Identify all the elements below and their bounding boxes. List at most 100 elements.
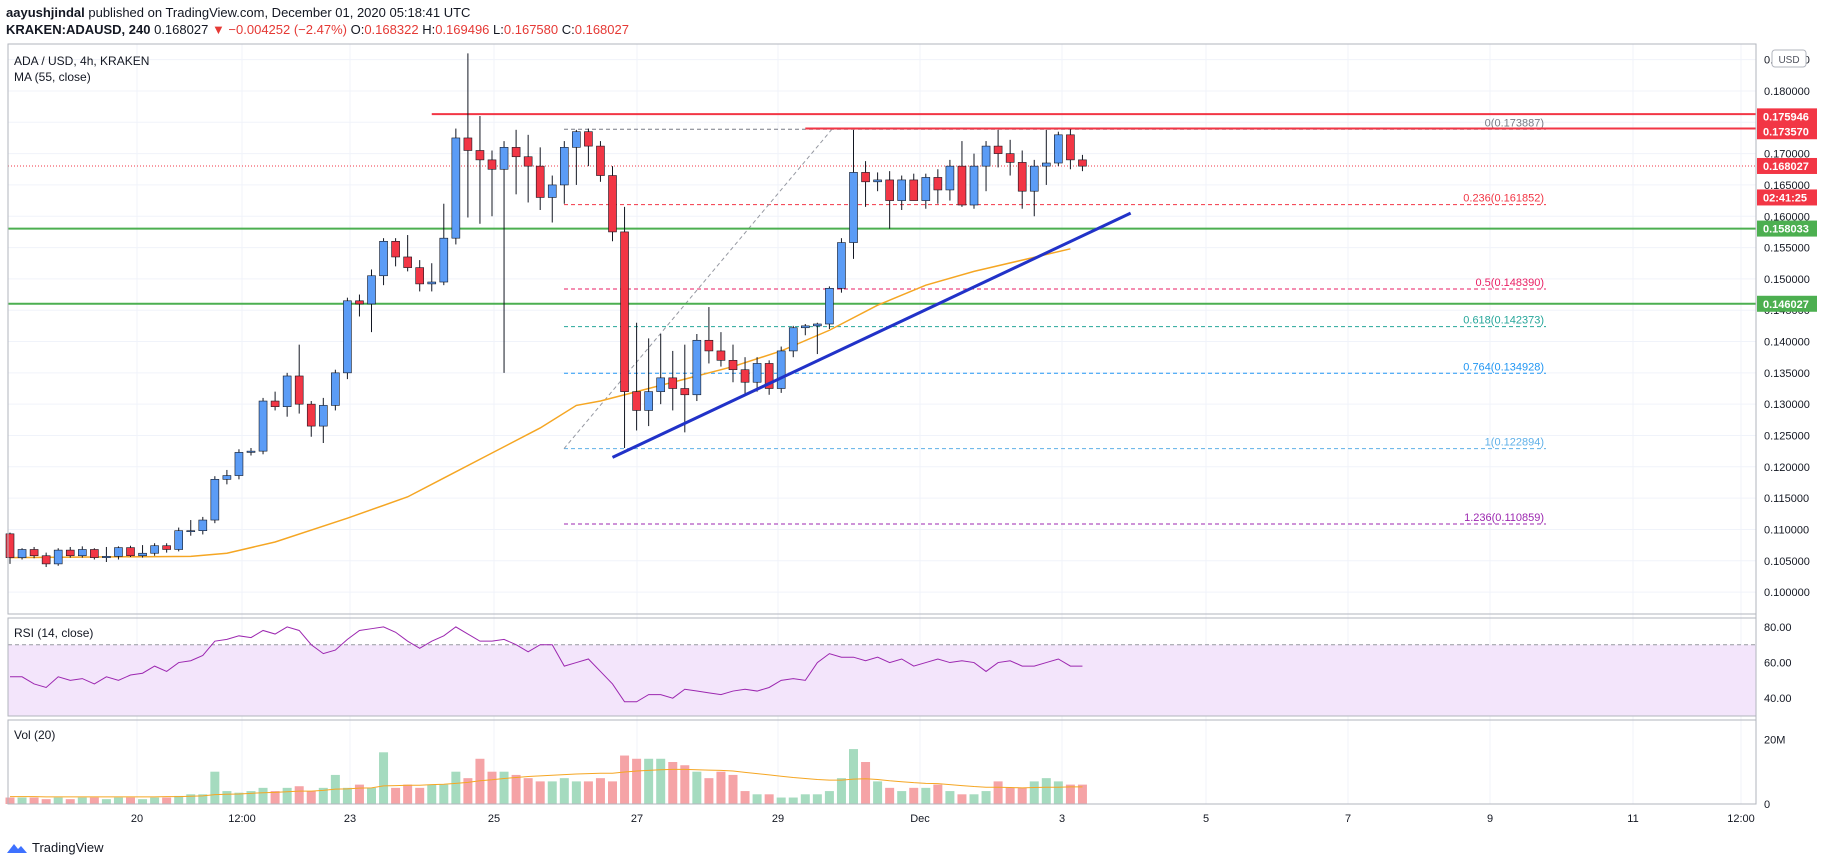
volume-bar bbox=[680, 765, 690, 804]
axis-price-tag-bg bbox=[1757, 220, 1817, 237]
fib-level-label: 0.236(0.161852) bbox=[1463, 193, 1544, 205]
axis-price-tag: 02:41:25 bbox=[1757, 189, 1817, 206]
candle-body bbox=[150, 545, 159, 554]
time-tick-label: 9 bbox=[1487, 813, 1493, 825]
candle bbox=[608, 166, 617, 242]
price-tick-label: 0.110000 bbox=[1764, 524, 1809, 536]
candle bbox=[873, 172, 882, 192]
time-axis[interactable]: 20 12:00 23 25 27 29 Dec 3 5 7 9 11 12:00 bbox=[131, 813, 1755, 825]
candle-body bbox=[90, 549, 99, 558]
volume-bar bbox=[89, 797, 99, 804]
candle-body bbox=[885, 179, 894, 201]
candle bbox=[704, 307, 714, 364]
volume-bar bbox=[342, 787, 352, 804]
candle bbox=[837, 238, 846, 293]
volume-bar bbox=[210, 771, 220, 804]
candle-body bbox=[499, 147, 509, 170]
candle bbox=[752, 357, 762, 392]
candle bbox=[933, 169, 943, 204]
low-label: L: bbox=[493, 22, 504, 37]
volume-bar bbox=[41, 799, 51, 804]
price-tick-label: 0.115000 bbox=[1764, 493, 1809, 505]
candle-body bbox=[1054, 134, 1063, 164]
candle bbox=[596, 141, 605, 182]
candle bbox=[29, 546, 39, 559]
candle-body bbox=[752, 363, 762, 383]
candle-body bbox=[993, 145, 1003, 154]
candle-body bbox=[186, 530, 196, 532]
candle-body bbox=[439, 237, 449, 283]
candle-body bbox=[487, 159, 497, 170]
candle-body bbox=[331, 372, 340, 406]
price-tick-label: 0.155000 bbox=[1764, 243, 1810, 255]
volume-bar bbox=[379, 752, 389, 804]
symbol-label: KRAKEN:ADAUSD, 240 bbox=[6, 22, 151, 37]
candle bbox=[138, 545, 147, 558]
volume-bar bbox=[752, 794, 762, 804]
candle bbox=[391, 238, 400, 267]
trendline-group[interactable] bbox=[611, 211, 1132, 459]
chart-header: aayushjindal published on TradingView.co… bbox=[6, 4, 629, 38]
candle bbox=[945, 159, 955, 201]
currency-button[interactable]: USD bbox=[1771, 49, 1807, 68]
author-name[interactable]: aayushjindal bbox=[6, 5, 85, 20]
footer: TradingView bbox=[6, 840, 104, 855]
footer-brand[interactable]: TradingView bbox=[32, 840, 104, 855]
volume-bar bbox=[776, 797, 786, 804]
candle-body bbox=[644, 391, 653, 411]
volume-bar bbox=[812, 794, 822, 804]
volume-bar bbox=[571, 781, 581, 804]
axis-price-tag: 0.146027 bbox=[1757, 295, 1817, 312]
candle-body bbox=[596, 145, 605, 176]
price-tick-label: 0.170000 bbox=[1764, 149, 1810, 161]
tradingview-logo-icon bbox=[7, 843, 27, 853]
rsi-band bbox=[8, 644, 1756, 717]
candle bbox=[150, 543, 159, 556]
volume-bar bbox=[367, 787, 376, 804]
candle bbox=[535, 147, 545, 210]
candle-body bbox=[270, 400, 280, 407]
candle-body bbox=[776, 350, 786, 389]
volume-bar bbox=[969, 794, 979, 804]
candle bbox=[680, 344, 690, 433]
price-tick-label: 0.140000 bbox=[1764, 337, 1810, 349]
rsi-tick-label: 60.00 bbox=[1764, 658, 1792, 670]
candle bbox=[692, 334, 702, 402]
volume-bar bbox=[294, 786, 304, 804]
candle-body bbox=[78, 549, 87, 557]
volume-bar bbox=[897, 791, 907, 804]
candle bbox=[909, 173, 919, 201]
ascending-trendline bbox=[611, 211, 1132, 459]
candle-body bbox=[861, 172, 870, 183]
time-tick-label: 27 bbox=[631, 813, 643, 825]
candle-body bbox=[1066, 134, 1075, 161]
candle bbox=[969, 153, 979, 209]
candle bbox=[716, 332, 726, 367]
candle-body bbox=[126, 547, 135, 557]
candle bbox=[559, 141, 569, 204]
candle bbox=[258, 397, 268, 455]
currency-button-frame[interactable] bbox=[1771, 49, 1807, 68]
currency-button-label[interactable]: USD bbox=[1778, 55, 1799, 66]
volume-bar bbox=[849, 749, 858, 804]
candle-body bbox=[945, 165, 955, 191]
candle-body bbox=[909, 179, 919, 201]
volume-bar bbox=[487, 771, 497, 804]
candle-body bbox=[246, 450, 256, 453]
legend-rsi: RSI (14, close) bbox=[14, 626, 93, 640]
candle-body bbox=[222, 475, 232, 480]
candle bbox=[620, 206, 629, 449]
volume-bar bbox=[788, 797, 798, 804]
candle bbox=[668, 350, 678, 411]
volume-bar bbox=[113, 797, 123, 804]
candle bbox=[957, 141, 967, 207]
candle bbox=[1042, 129, 1051, 185]
candle-body bbox=[415, 267, 425, 285]
candle-body bbox=[234, 452, 244, 476]
volume-bar bbox=[282, 787, 292, 804]
publish-info: published on TradingView.com, December 0… bbox=[84, 5, 471, 20]
axis-price-tag-bg bbox=[1757, 123, 1817, 140]
candle bbox=[186, 520, 196, 536]
candle bbox=[849, 129, 858, 259]
